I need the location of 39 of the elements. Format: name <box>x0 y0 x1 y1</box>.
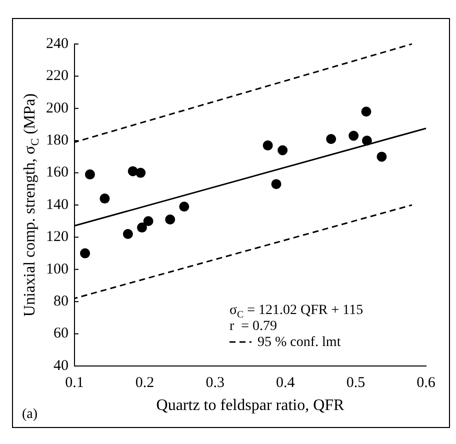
y-tick-label: 140 <box>46 196 68 213</box>
point <box>376 152 387 162</box>
x-axis-title: Quartz to feldspar ratio, QFR <box>156 397 345 414</box>
y-axis-title: Uniaxial comp. strength, σC (MPa) <box>22 93 42 317</box>
point <box>271 179 282 190</box>
point <box>80 248 90 258</box>
point <box>100 194 110 204</box>
point <box>122 228 133 239</box>
point <box>278 145 288 156</box>
y-tick-label: 200 <box>46 100 68 116</box>
legend-label: 95 % conf. lmt <box>258 335 341 350</box>
point <box>179 202 190 212</box>
x-tick-label: 0.3 <box>206 374 224 391</box>
x-tick-label: 0.6 <box>416 374 436 391</box>
x-tick-label: 0.5 <box>346 374 366 391</box>
y-tick-label: 160 <box>46 164 68 181</box>
point <box>326 134 336 144</box>
y-tick-label: 120 <box>46 229 68 246</box>
point <box>136 168 146 178</box>
point <box>361 106 372 117</box>
point <box>84 169 95 180</box>
x-tick-label: 0.4 <box>276 374 296 391</box>
y-tick-label: 220 <box>46 68 68 84</box>
y-tick-label: 240 <box>46 36 68 52</box>
point <box>143 216 154 226</box>
x-tick-label: 0.2 <box>135 374 154 391</box>
y-tick-label: 60 <box>54 326 68 342</box>
point <box>136 222 147 233</box>
annotation: r = 0.79 <box>230 319 278 334</box>
point <box>362 136 372 146</box>
y-tick-label: 40 <box>54 358 68 374</box>
y-tick-label: 100 <box>46 261 68 278</box>
y-tick-label: 80 <box>54 294 68 310</box>
x-tick-label: 0.1 <box>65 374 84 391</box>
point <box>348 130 359 141</box>
y-tick-label: 180 <box>46 132 68 149</box>
point <box>262 140 273 150</box>
text: (a) <box>22 407 38 422</box>
point <box>165 214 176 224</box>
